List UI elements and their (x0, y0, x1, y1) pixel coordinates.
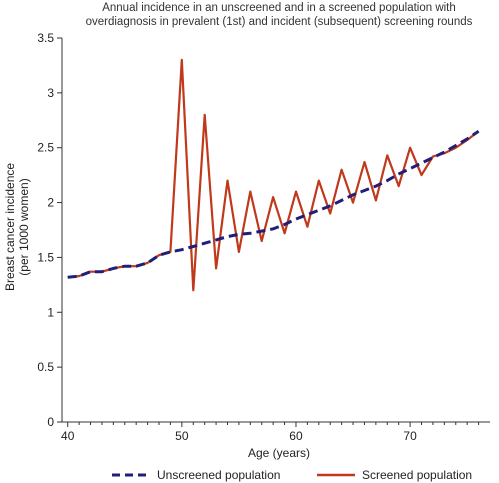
chart-title-line-2: overdiagnosis in prevalent (1st) and inc… (86, 16, 473, 28)
y-tick-label: 1.5 (37, 250, 54, 264)
y-tick-label: 3 (47, 86, 54, 100)
x-axis-ticks: 40 50 60 70 (61, 422, 480, 443)
x-axis-label: Age (years) (248, 446, 310, 460)
y-axis-label-line-1: Breast cancer incidence (3, 163, 17, 291)
legend-label-screened: Screened population (362, 468, 472, 482)
x-tick-label: 70 (403, 429, 417, 443)
y-tick-label: 2 (47, 196, 54, 210)
y-tick-label: 0.5 (37, 360, 54, 374)
legend-label-unscreened: Unscreened population (157, 468, 280, 482)
y-axis-label: Breast cancer incidence (per 1000 women) (3, 163, 31, 291)
y-axis-ticks: 0 0.5 1 1.5 2 2.5 3 3.5 (37, 31, 62, 429)
x-tick-label: 60 (289, 429, 303, 443)
y-tick-label: 1 (47, 305, 54, 319)
series-layer (67, 58, 480, 292)
series-line-screened (67, 58, 480, 292)
chart-title-line-1: Annual incidence in an unscreened and in… (102, 2, 456, 14)
y-tick-label: 3.5 (37, 31, 54, 45)
y-axis-label-line-2: (per 1000 women) (17, 178, 31, 275)
series-line-unscreened (67, 130, 480, 279)
y-tick-label: 0 (47, 415, 54, 429)
plot-area: 0 0.5 1 1.5 2 2.5 3 3.5 40 50 60 70 (37, 31, 490, 443)
x-tick-label: 50 (175, 429, 189, 443)
x-tick-label: 40 (61, 429, 75, 443)
legend: Unscreened population Screened populatio… (112, 468, 472, 482)
y-tick-label: 2.5 (37, 141, 54, 155)
